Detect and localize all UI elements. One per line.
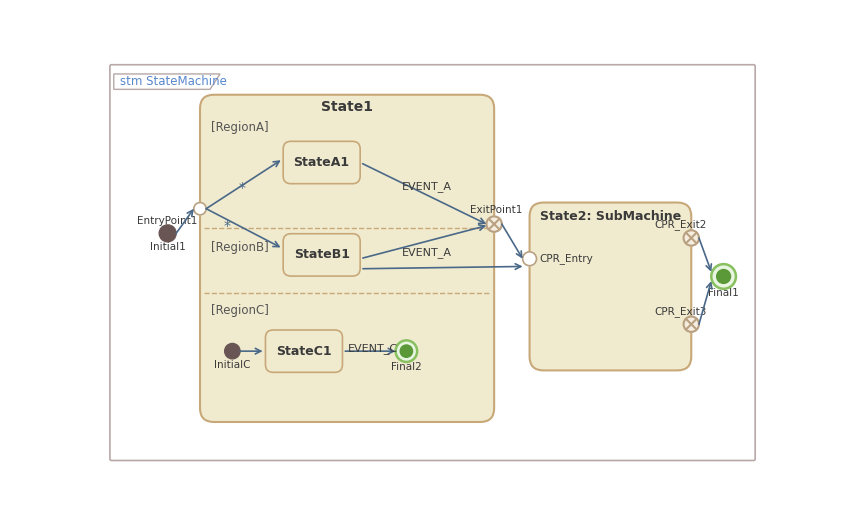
Text: State2: SubMachine: State2: SubMachine [540,210,681,223]
Circle shape [400,345,413,357]
Text: [RegionC]: [RegionC] [211,304,268,317]
Text: StateB1: StateB1 [294,249,349,262]
FancyBboxPatch shape [266,330,343,372]
Circle shape [717,269,731,283]
Text: Final1: Final1 [708,289,739,298]
Text: [RegionA]: [RegionA] [211,121,268,134]
Circle shape [711,264,736,289]
Circle shape [522,252,537,266]
Text: [RegionB]: [RegionB] [211,241,268,254]
Text: EntryPoint1: EntryPoint1 [138,216,197,226]
FancyBboxPatch shape [284,233,360,276]
Text: stm StateMachine: stm StateMachine [120,75,227,88]
Text: State1: State1 [321,100,373,114]
FancyBboxPatch shape [529,202,691,370]
Text: ExitPoint1: ExitPoint1 [469,205,522,215]
Circle shape [684,230,699,245]
Text: Final2: Final2 [391,361,422,372]
Text: EVENT_A: EVENT_A [402,181,452,192]
Text: EVENT_A: EVENT_A [402,247,452,258]
Circle shape [160,225,176,242]
Text: StateC1: StateC1 [276,345,332,358]
Text: *: * [239,181,246,195]
Text: Initial1: Initial1 [149,242,186,252]
Text: *: * [223,219,230,233]
Text: CPR_Entry: CPR_Entry [539,253,593,264]
FancyBboxPatch shape [284,141,360,184]
FancyBboxPatch shape [110,64,755,461]
Text: EVENT_C: EVENT_C [349,343,398,354]
Text: CPR_Exit3: CPR_Exit3 [654,306,706,317]
Circle shape [225,343,240,359]
Circle shape [684,317,699,332]
Circle shape [396,341,417,362]
Circle shape [486,216,502,232]
Polygon shape [114,74,220,89]
Circle shape [194,202,206,215]
Text: StateA1: StateA1 [294,156,349,169]
FancyBboxPatch shape [200,95,494,422]
Text: CPR_Exit2: CPR_Exit2 [654,219,706,230]
Text: InitialC: InitialC [214,360,251,370]
